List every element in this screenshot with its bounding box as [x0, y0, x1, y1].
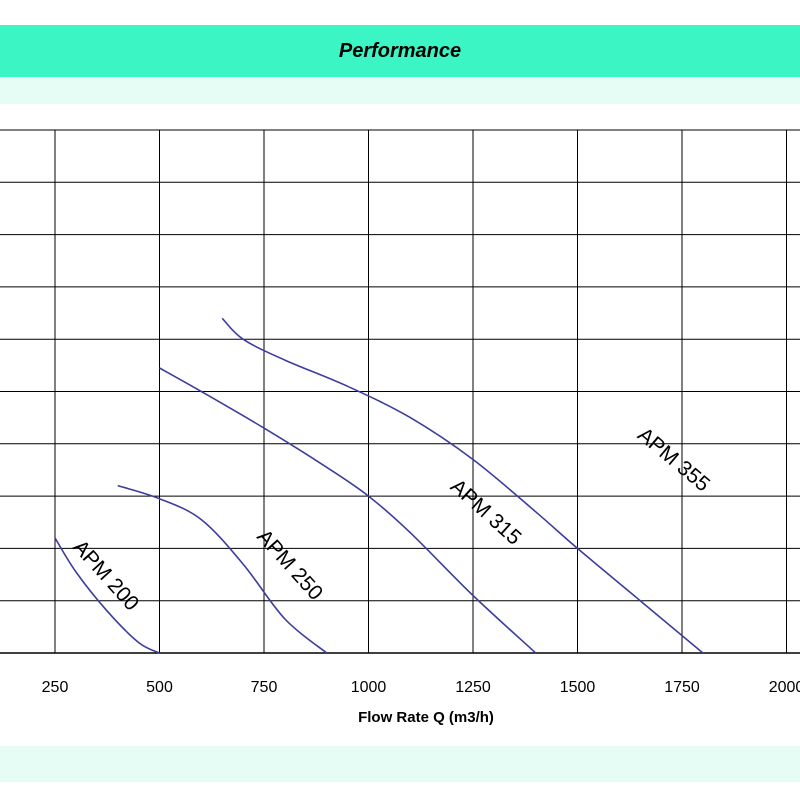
- x-tick-label: 1750: [664, 679, 700, 696]
- x-tick-label: 1250: [455, 679, 491, 696]
- chart-curves: [54, 317, 704, 654]
- x-axis-title: Flow Rate Q (m3/h): [358, 709, 494, 726]
- curve-label: APM 200: [68, 536, 143, 616]
- x-tick-label: 2000: [769, 679, 800, 696]
- chart-grid: [0, 129, 800, 654]
- x-tick-label: 500: [146, 679, 173, 696]
- curve-label: APM 355: [633, 423, 714, 496]
- series-line-apm-355: [221, 317, 704, 654]
- header-bar: Performance: [0, 25, 800, 77]
- chart-x-ticks: 250 500 750 1000 1250 1500 1750 2000: [42, 679, 800, 696]
- curve-label: APM 315: [446, 475, 526, 550]
- x-tick-label: 1000: [351, 679, 387, 696]
- x-tick-label: 1500: [560, 679, 596, 696]
- top-band: [0, 77, 800, 104]
- series-line-apm-200: [54, 537, 160, 654]
- x-tick-label: 250: [42, 679, 69, 696]
- x-tick-label: 750: [251, 679, 278, 696]
- bottom-band: [0, 746, 800, 782]
- page-title: Performance: [338, 39, 462, 62]
- series-line-apm-250: [117, 484, 328, 654]
- series-line-apm-315: [159, 367, 537, 654]
